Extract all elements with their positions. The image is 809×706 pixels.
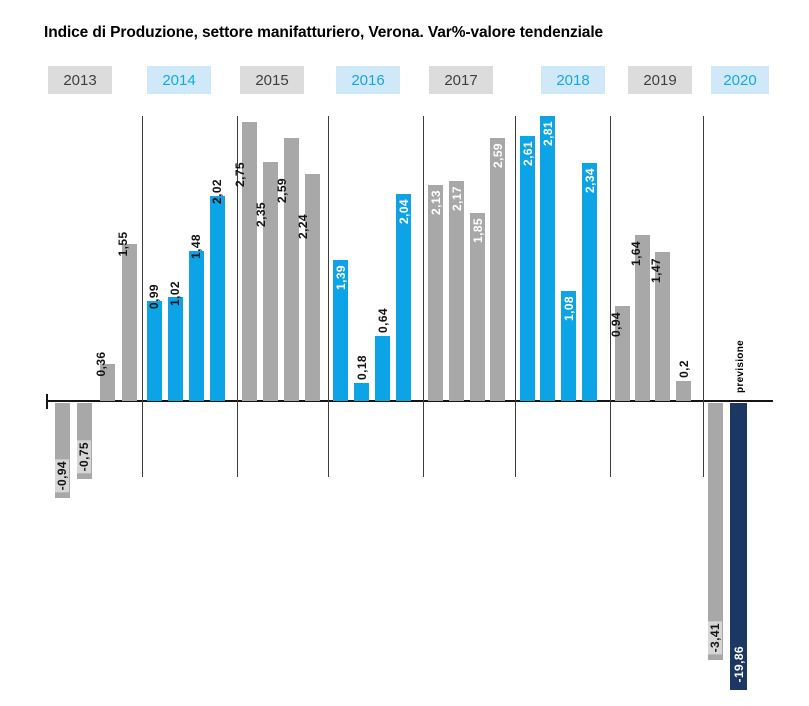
year-chip-2015: 2015 [240,66,304,94]
value-label-2013-3: 0,36 [94,351,108,377]
value-label-2019-1: 0,94 [609,311,623,337]
value-label-2018-1: 2,61 [521,141,535,167]
year-chip-2017: 2017 [429,66,493,94]
value-label-2019-4: 0,2 [677,359,691,378]
value-label-2013-1: -0,94 [55,459,69,493]
value-label-2019-2: 1,64 [629,240,643,266]
bar-2017-2 [449,180,464,401]
value-label-2013-2: -0,75 [77,439,91,474]
group-separator-3 [328,116,329,477]
year-chip-2014: 2014 [147,66,211,94]
bar-2016-2 [354,382,369,401]
bar-2013-3 [100,364,115,401]
value-label-2016-2: 0,18 [355,354,369,380]
bar-2017-1 [428,184,443,401]
value-label-2014-3: 1,48 [189,233,203,259]
bar-2014-4 [210,195,225,401]
bar-2019-1 [615,305,630,401]
value-label-2020-1: -3,41 [708,620,722,654]
value-label-2018-4: 2,34 [583,168,597,194]
year-chip-2016: 2016 [336,66,400,94]
group-separator-5 [515,116,516,477]
value-label-2015-4: 2,24 [296,213,310,239]
previsione-label: previsione [735,339,746,393]
value-label-2016-1: 1,39 [334,264,348,290]
bar-2014-1 [147,300,162,401]
x-axis-baseline [47,400,773,402]
bar-2018-1 [520,136,535,401]
value-label-2015-1: 2,75 [233,161,247,187]
value-label-2016-4: 2,04 [397,198,411,224]
bar-2017-4 [490,138,505,401]
bar-2019-4 [676,380,691,401]
bar-2015-4 [305,173,320,401]
value-label-2017-1: 2,13 [429,189,443,215]
value-label-2017-3: 1,85 [471,218,485,244]
year-chip-2020: 2020 [711,66,769,94]
group-separator-2 [237,116,238,477]
group-separator-1 [142,116,143,477]
bar-2019-3 [655,251,670,401]
bar-2017-3 [470,213,485,401]
chart-title: Indice di Produzione, settore manifattur… [44,24,604,41]
bar-2016-1 [333,259,348,401]
value-label-2014-2: 1,02 [168,280,182,306]
bar-2019-2 [635,234,650,401]
value-label-2019-3: 1,47 [649,257,663,283]
bar-2018-3 [561,291,576,401]
y-axis-tick [46,394,48,409]
group-separator-7 [703,116,704,477]
value-label-2015-2: 2,35 [254,202,268,228]
bar-2014-3 [189,250,204,401]
bar-2016-4 [396,193,411,401]
value-label-2014-1: 0,99 [147,283,161,309]
bar-2015-2 [263,162,278,401]
value-label-2018-2: 2,81 [541,120,555,146]
bar-2020-2 [730,403,747,690]
year-chip-2013: 2013 [48,66,112,94]
group-separator-4 [423,116,424,477]
year-chip-2019: 2019 [628,66,692,94]
group-separator-6 [610,116,611,477]
bar-2014-2 [168,297,183,401]
value-label-2017-4: 2,59 [491,143,505,169]
year-chip-2018: 2018 [541,66,605,94]
value-label-2014-4: 2,02 [210,179,224,204]
bar-2018-2 [540,115,555,401]
value-label-2020-2: -19,86 [732,645,746,682]
value-label-2016-3: 0,64 [376,308,390,334]
bar-2018-4 [582,163,597,401]
bar-2020-1 [708,403,723,660]
value-label-2018-3: 1,08 [562,296,576,322]
value-label-2015-3: 2,59 [275,178,289,204]
value-label-2017-2: 2,17 [450,185,464,211]
bar-2015-1 [242,121,257,401]
bar-2015-3 [284,138,299,401]
bar-2013-4 [122,243,137,401]
bar-2016-3 [375,336,390,401]
value-label-2013-4: 1,55 [116,231,130,257]
